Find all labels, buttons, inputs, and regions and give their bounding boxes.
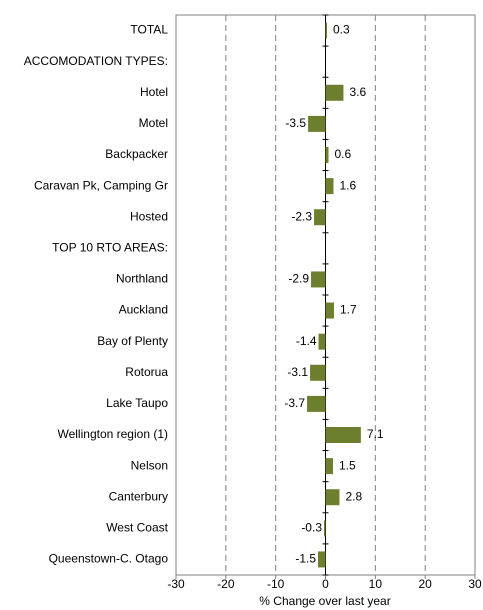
x-tick-label: -20 <box>217 577 235 591</box>
data-label: 3.6 <box>349 85 366 99</box>
bar <box>310 364 326 381</box>
y-tick-label: West Coast <box>106 521 168 535</box>
y-tick-label: TOP 10 RTO AREAS: <box>52 241 168 255</box>
bar <box>324 520 326 537</box>
bar <box>318 333 326 350</box>
bar <box>307 395 326 412</box>
y-tick-label: Auckland <box>119 303 168 317</box>
bar <box>325 84 344 101</box>
bar <box>318 551 326 568</box>
bar <box>325 489 340 506</box>
y-tick-label: Motel <box>139 116 168 130</box>
data-label: -1.4 <box>296 334 317 348</box>
bar <box>325 147 329 163</box>
x-tick-label: 10 <box>369 577 383 591</box>
data-label: 2.8 <box>345 489 362 503</box>
data-label: 1.7 <box>340 303 357 317</box>
y-tick-label: Wellington region (1) <box>57 427 168 441</box>
y-tick-label: Northland <box>116 272 168 286</box>
y-tick-label: Rotorua <box>125 365 168 379</box>
x-tick-label: -30 <box>167 577 185 591</box>
x-tick-label: 30 <box>468 577 482 591</box>
data-label: -3.7 <box>284 396 305 410</box>
y-tick-label: Backpacker <box>105 147 168 161</box>
y-tick-label: Lake Taupo <box>106 396 168 410</box>
data-label: -2.9 <box>288 272 309 286</box>
data-label: -0.3 <box>301 521 322 535</box>
bar <box>325 427 361 443</box>
data-label: -2.3 <box>291 209 312 223</box>
data-label: 1.5 <box>339 458 356 472</box>
data-label: 0.3 <box>333 23 350 37</box>
y-tick-label: TOTAL <box>130 23 168 37</box>
x-tick-label: -10 <box>267 577 285 591</box>
y-tick-label: Nelson <box>131 458 168 472</box>
y-tick-label: Hotel <box>140 85 168 99</box>
y-tick-label: Caravan Pk, Camping Gr <box>34 178 168 192</box>
bar <box>325 22 327 39</box>
y-tick-label: Bay of Plenty <box>97 334 168 348</box>
data-label: 7.1 <box>367 427 384 441</box>
bar <box>325 458 333 475</box>
bar <box>311 271 326 288</box>
bar <box>325 302 334 319</box>
y-tick-label: ACCOMODATION TYPES: <box>24 54 168 68</box>
x-tick-label: 20 <box>418 577 432 591</box>
bar <box>325 178 334 195</box>
data-label: -1.5 <box>295 552 316 566</box>
data-label: 0.6 <box>334 147 351 161</box>
data-label: -3.5 <box>285 116 306 130</box>
x-tick-label: 0 <box>322 577 329 591</box>
x-axis-title: % Change over last year <box>259 594 390 608</box>
y-tick-label: Queenstown-C. Otago <box>49 552 169 566</box>
y-tick-label: Hosted <box>130 209 168 223</box>
bar <box>308 115 326 132</box>
y-tick-label: Canterbury <box>109 489 168 503</box>
data-label: 1.6 <box>339 178 356 192</box>
bar <box>314 209 326 226</box>
data-label: -3.1 <box>287 365 308 379</box>
